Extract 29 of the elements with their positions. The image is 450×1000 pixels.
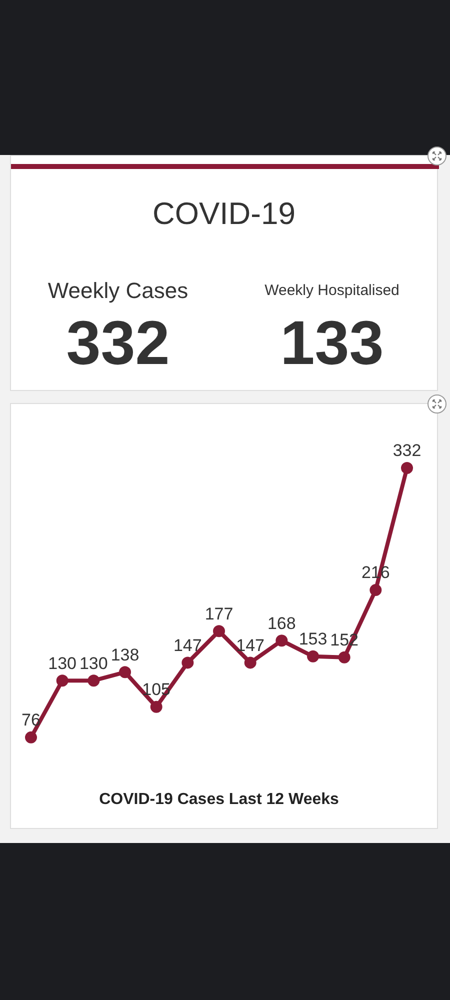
data-label: 147 [236,636,265,655]
data-label: 332 [65,308,171,379]
data-label: 138 [110,645,140,664]
point [401,462,413,474]
data-label: 130 [79,654,108,673]
category-label: Weekly Cases [46,277,190,305]
point [56,674,68,687]
point [88,674,100,687]
point [119,666,131,678]
point [213,625,225,638]
data-label: 153 [298,630,328,649]
point [276,634,288,647]
data-label: 133 [279,308,385,379]
data-label: 168 [267,614,296,633]
point [182,656,194,669]
text: COVID-19 Cases Last 12 Weeks [99,790,340,808]
text: COVID-19 [152,196,296,232]
category-label: Weekly Hospitalised [264,281,400,301]
data-label: 76 [22,710,40,730]
data-label: 147 [173,636,202,655]
point [244,656,256,669]
point [25,731,37,744]
data-label: 332 [392,441,422,460]
data-label: 177 [204,604,234,624]
point [338,651,350,664]
point [370,584,382,596]
data-label: 130 [48,654,77,673]
point [307,650,319,662]
point [150,700,162,713]
